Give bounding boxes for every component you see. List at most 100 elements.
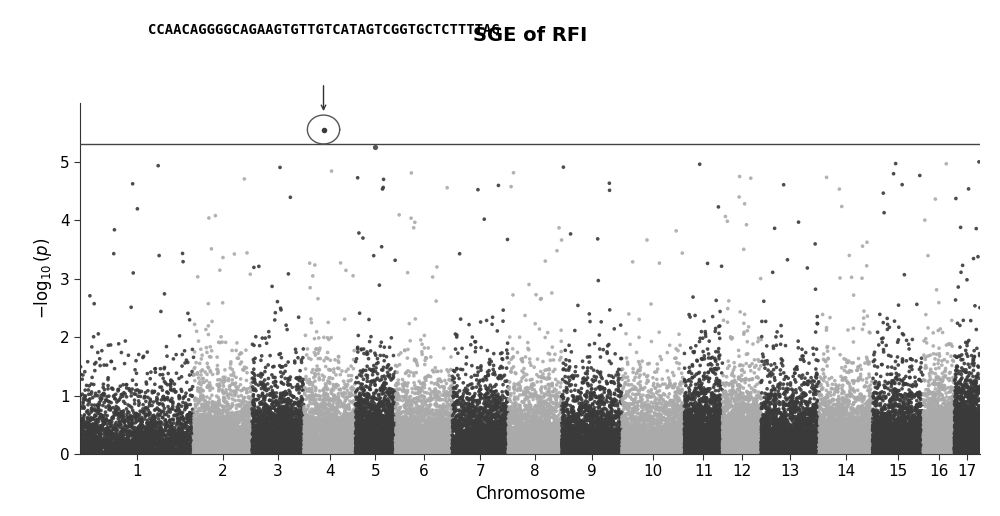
Point <box>832 442 848 450</box>
Point <box>579 417 595 425</box>
Point <box>511 440 527 448</box>
Point <box>819 324 835 332</box>
Point <box>360 444 376 453</box>
Point <box>916 446 932 454</box>
Point <box>836 412 852 420</box>
Point <box>374 433 390 441</box>
Point <box>316 444 332 453</box>
Point <box>862 416 878 425</box>
Point <box>99 428 115 437</box>
Point <box>120 351 136 360</box>
Point <box>328 443 344 451</box>
Point <box>699 446 715 455</box>
Point <box>932 442 948 450</box>
Point <box>90 447 106 456</box>
Point <box>725 412 741 421</box>
Point <box>369 447 385 456</box>
Point <box>500 444 516 452</box>
Point <box>162 442 178 450</box>
Point <box>328 414 344 423</box>
Point <box>733 382 749 391</box>
Point <box>522 439 538 447</box>
Point <box>805 435 821 443</box>
Point <box>274 439 290 447</box>
Point <box>780 416 796 425</box>
Point <box>647 410 663 418</box>
Point <box>849 443 865 451</box>
Point <box>792 425 808 433</box>
Point <box>941 425 957 433</box>
Point <box>694 419 710 427</box>
Point <box>309 423 325 431</box>
Point <box>965 411 981 420</box>
Point <box>528 391 544 399</box>
Point <box>966 442 982 450</box>
Point <box>484 320 500 328</box>
Point <box>930 398 946 406</box>
Point <box>476 437 492 445</box>
Point <box>836 428 852 437</box>
Point <box>515 444 531 453</box>
Point <box>719 427 735 435</box>
Point <box>870 442 886 450</box>
Point <box>268 439 284 447</box>
Point <box>446 405 462 413</box>
Point <box>953 435 969 443</box>
Point <box>971 438 987 446</box>
Point <box>327 444 343 452</box>
Point <box>501 413 517 421</box>
Point <box>893 449 909 457</box>
Point <box>398 444 414 452</box>
Point <box>384 407 400 415</box>
Point <box>296 446 312 454</box>
Point <box>304 447 320 455</box>
Point <box>346 433 362 441</box>
Point <box>535 437 551 445</box>
Point <box>886 422 902 430</box>
Point <box>971 410 987 418</box>
Point <box>192 428 208 437</box>
Point <box>195 386 211 395</box>
Point <box>636 450 652 458</box>
Point <box>139 348 155 356</box>
Point <box>565 438 581 446</box>
Point <box>803 442 819 450</box>
Point <box>337 439 353 447</box>
Point <box>828 425 844 433</box>
Point <box>511 431 527 440</box>
Point <box>946 433 962 442</box>
Point <box>966 444 982 452</box>
Point <box>469 423 485 431</box>
Point <box>834 446 850 455</box>
Point <box>596 429 612 438</box>
Point <box>921 423 937 431</box>
Point <box>315 432 331 440</box>
Point <box>690 421 706 429</box>
Point <box>358 442 374 450</box>
Point <box>636 442 652 450</box>
Point <box>921 445 937 454</box>
Point <box>480 442 496 450</box>
Point <box>870 427 886 435</box>
Point <box>327 424 343 432</box>
Point <box>370 413 386 421</box>
Point <box>195 375 211 383</box>
Point <box>729 447 745 456</box>
Point <box>174 446 190 455</box>
Point <box>692 437 708 445</box>
Point <box>448 449 464 458</box>
Point <box>922 410 938 418</box>
Point <box>384 443 400 452</box>
Point <box>968 439 984 447</box>
Point <box>721 420 737 428</box>
Point <box>968 441 984 449</box>
Point <box>937 428 953 436</box>
Point <box>276 417 292 426</box>
Point <box>355 444 371 452</box>
Point <box>554 436 570 444</box>
Point <box>211 420 227 428</box>
Point <box>785 448 801 457</box>
Point <box>960 429 976 438</box>
Point <box>781 385 797 393</box>
Point <box>882 435 898 443</box>
